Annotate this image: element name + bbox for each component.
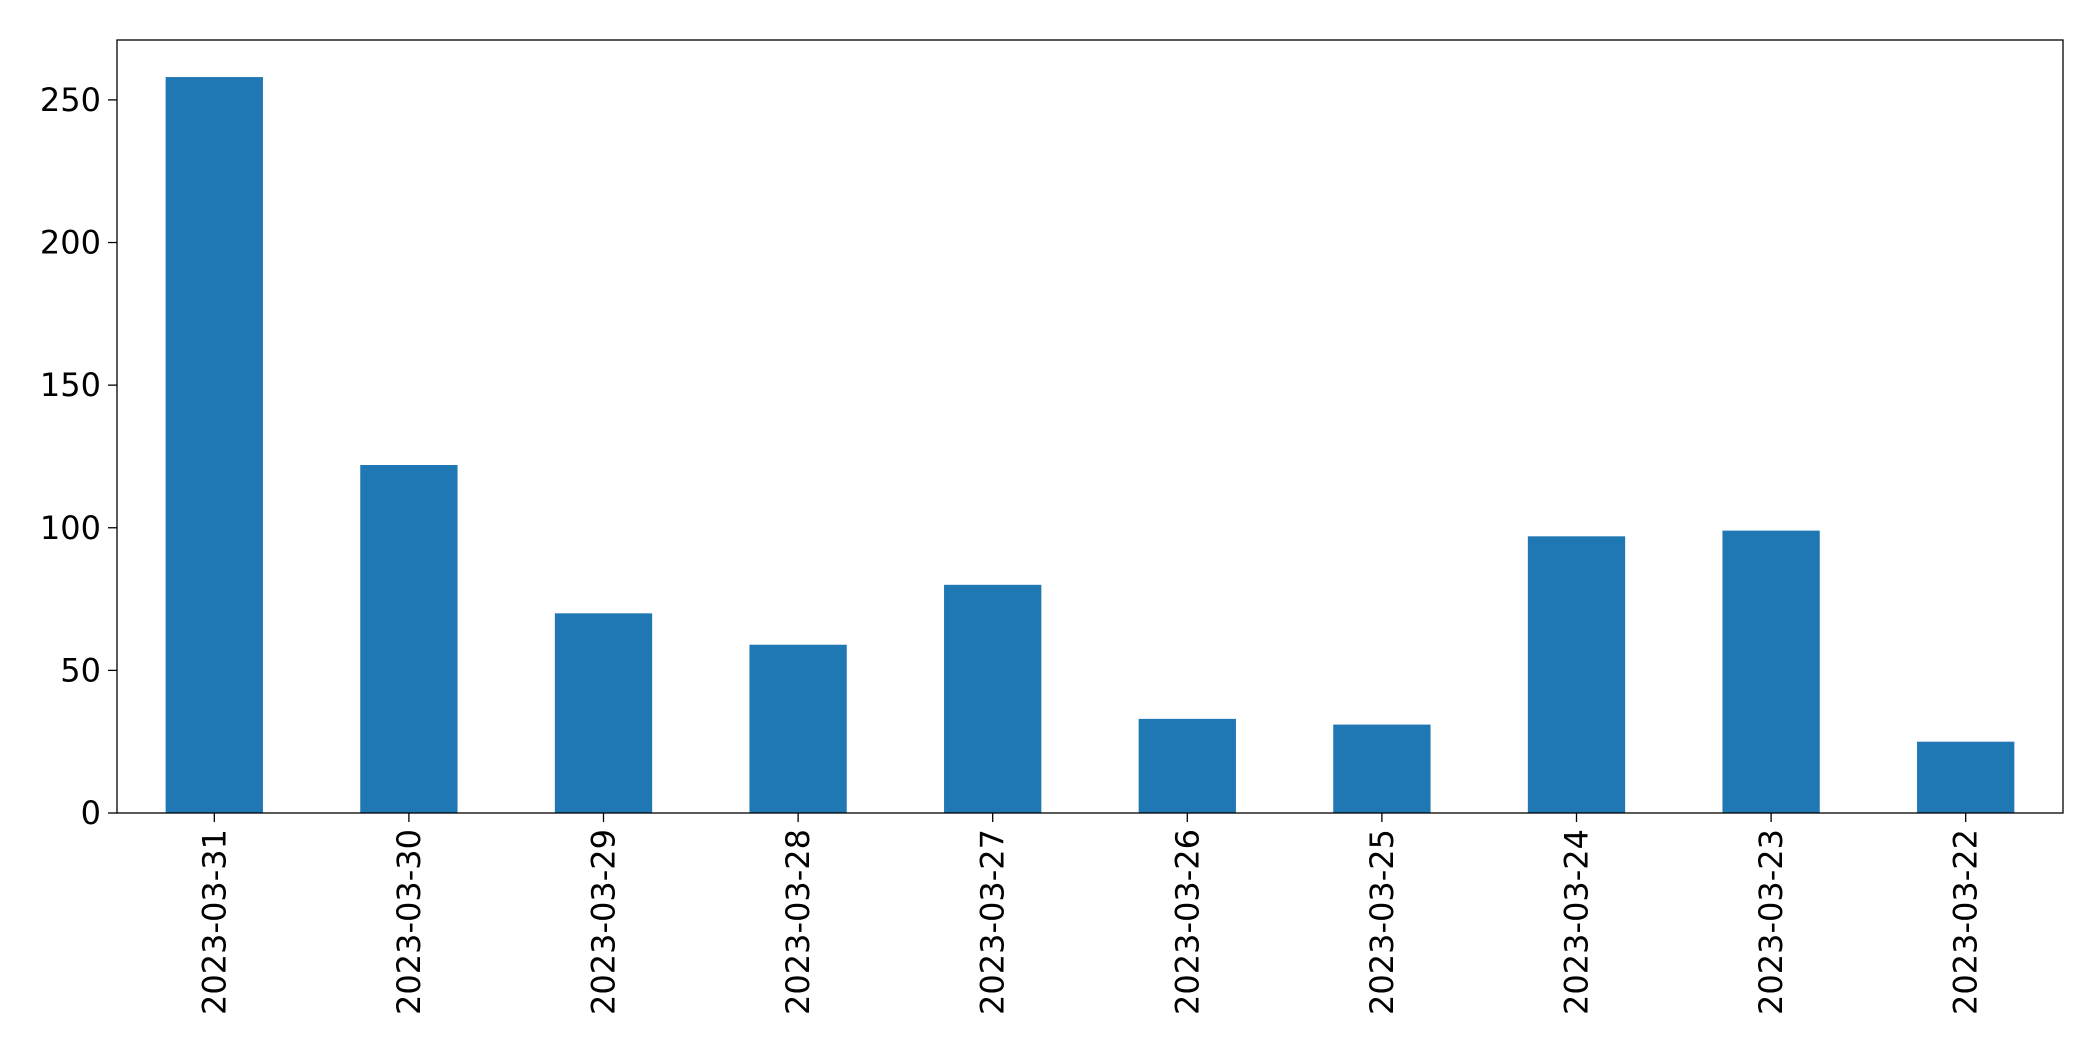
- bar: [1333, 724, 1431, 813]
- bar: [165, 77, 263, 814]
- bar: [1138, 718, 1236, 813]
- y-tick-label: 150: [40, 366, 101, 404]
- bar: [1722, 530, 1820, 813]
- bar: [360, 465, 458, 813]
- x-tick-label: 2023-03-26: [1168, 829, 1206, 1015]
- x-tick-label: 2023-03-23: [1752, 829, 1790, 1015]
- x-tick-label: 2023-03-30: [390, 829, 428, 1015]
- y-tick-label: 100: [40, 509, 101, 547]
- x-tick-label: 2023-03-31: [195, 829, 233, 1015]
- bar: [749, 644, 847, 813]
- y-tick-label: 50: [60, 651, 101, 689]
- bar: [1527, 536, 1626, 813]
- bar: [554, 613, 653, 813]
- y-tick-label: 250: [40, 81, 101, 119]
- x-tick-label: 2023-03-22: [1947, 829, 1985, 1015]
- y-tick-label: 0: [81, 794, 101, 832]
- x-tick-label: 2023-03-29: [585, 829, 623, 1015]
- axes-frame: [116, 39, 2064, 814]
- x-tick-label: 2023-03-25: [1363, 829, 1401, 1015]
- x-tick-label: 2023-03-28: [779, 829, 817, 1015]
- bar: [944, 584, 1042, 813]
- x-tick-label: 2023-03-27: [974, 829, 1012, 1015]
- x-tick-label: 2023-03-24: [1558, 829, 1596, 1015]
- y-tick-label: 200: [40, 224, 101, 262]
- bar: [1917, 741, 2015, 813]
